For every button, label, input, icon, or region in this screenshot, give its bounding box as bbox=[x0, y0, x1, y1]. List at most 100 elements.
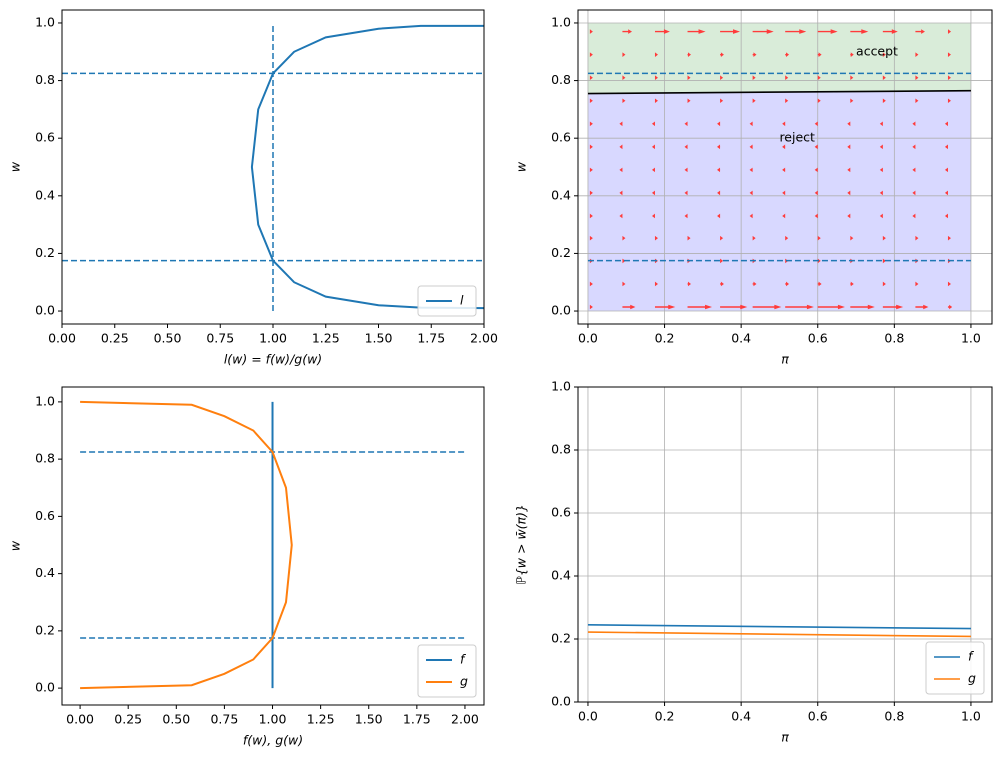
legend-label: g bbox=[968, 671, 976, 686]
x-tick-label: 0.4 bbox=[731, 331, 751, 346]
plot-frame bbox=[61, 9, 485, 325]
arrow bbox=[589, 98, 593, 104]
arrow bbox=[782, 144, 786, 150]
x-tick-label: 0.6 bbox=[808, 709, 828, 724]
y-tick-label: 1.0 bbox=[551, 14, 571, 29]
y-tick-label: 0.8 bbox=[35, 72, 55, 87]
arrow bbox=[687, 235, 691, 241]
y-axis-label: w bbox=[8, 540, 23, 551]
arrow bbox=[912, 144, 916, 150]
x-tick-label: 0.75 bbox=[210, 712, 238, 727]
arrow bbox=[589, 121, 593, 127]
arrow bbox=[944, 190, 948, 196]
arrow bbox=[879, 144, 883, 150]
y-tick-label: 1.0 bbox=[35, 393, 55, 408]
arrow bbox=[752, 235, 756, 241]
arrow bbox=[589, 304, 593, 310]
arrow bbox=[915, 29, 925, 34]
x-tick-label: 1.00 bbox=[259, 331, 287, 346]
arrow bbox=[687, 98, 691, 104]
arrow bbox=[944, 144, 948, 150]
y-tick-label: 0.4 bbox=[551, 568, 571, 583]
arrow bbox=[622, 98, 626, 104]
arrow bbox=[622, 29, 632, 34]
x-tick-label: 0.25 bbox=[114, 712, 142, 727]
arrow bbox=[749, 190, 753, 196]
x-tick-label: 0.2 bbox=[655, 709, 675, 724]
arrow bbox=[749, 213, 753, 219]
annotation: accept bbox=[856, 43, 898, 58]
arrow bbox=[947, 52, 951, 57]
x-tick-label: 0.4 bbox=[731, 709, 751, 724]
arrow bbox=[589, 235, 593, 241]
y-tick-label: 0.4 bbox=[35, 565, 55, 580]
arrow bbox=[654, 29, 670, 34]
y-tick-label: 0.8 bbox=[551, 442, 571, 457]
arrow bbox=[687, 281, 691, 287]
arrow bbox=[619, 213, 623, 219]
arrow bbox=[785, 304, 814, 310]
arrow bbox=[654, 281, 658, 287]
arrow bbox=[912, 167, 916, 173]
arrow bbox=[944, 213, 948, 219]
legend-label: g bbox=[460, 674, 468, 689]
arrow bbox=[882, 52, 886, 57]
arrow bbox=[817, 304, 845, 310]
y-tick-label: 0.0 bbox=[35, 303, 55, 318]
arrow bbox=[654, 75, 658, 80]
arrow bbox=[589, 75, 593, 80]
arrow bbox=[720, 75, 724, 80]
arrow bbox=[687, 29, 706, 34]
arrow bbox=[850, 52, 854, 57]
arrow bbox=[817, 281, 822, 287]
arrow bbox=[817, 29, 838, 34]
legend-label: l bbox=[460, 293, 464, 308]
arrow bbox=[882, 98, 886, 104]
arrow bbox=[785, 281, 790, 287]
arrow bbox=[850, 29, 869, 34]
x-axis-label: l(w) = f(w)/g(w) bbox=[224, 352, 322, 367]
arrow bbox=[654, 235, 658, 241]
arrow bbox=[785, 98, 789, 104]
arrow bbox=[752, 281, 757, 287]
arrow bbox=[817, 75, 821, 80]
arrow bbox=[814, 213, 818, 219]
x-tick-label: 1.0 bbox=[961, 709, 981, 724]
arrow bbox=[684, 121, 688, 127]
arrow bbox=[882, 235, 886, 241]
arrow bbox=[684, 213, 688, 219]
y-tick-label: 0.6 bbox=[35, 130, 55, 145]
arrow bbox=[749, 121, 753, 127]
arrow bbox=[847, 190, 851, 196]
y-tick-label: 0.4 bbox=[551, 187, 571, 202]
arrow bbox=[752, 29, 774, 34]
arrow bbox=[782, 213, 786, 219]
annotation: reject bbox=[779, 130, 815, 145]
arrow bbox=[814, 167, 818, 173]
arrow bbox=[720, 258, 724, 264]
y-axis-label: w bbox=[8, 161, 23, 172]
arrow bbox=[651, 167, 655, 173]
arrow bbox=[785, 75, 789, 80]
arrow bbox=[619, 144, 623, 150]
arrow bbox=[915, 52, 919, 57]
arrow bbox=[879, 190, 883, 196]
arrow bbox=[814, 121, 818, 127]
x-tick-label: 1.50 bbox=[365, 331, 393, 346]
arrow bbox=[720, 281, 724, 287]
arrow bbox=[651, 213, 655, 219]
arrow bbox=[785, 235, 789, 241]
arrow bbox=[912, 121, 916, 127]
arrow bbox=[915, 304, 929, 310]
arrow bbox=[720, 98, 724, 104]
arrow bbox=[912, 190, 916, 196]
arrow bbox=[654, 304, 676, 310]
x-tick-label: 0.75 bbox=[206, 331, 234, 346]
x-tick-label: 1.75 bbox=[417, 331, 445, 346]
region bbox=[587, 90, 971, 312]
plot-frame bbox=[61, 386, 485, 706]
y-tick-label: 0.8 bbox=[35, 451, 55, 466]
arrow bbox=[622, 235, 626, 241]
x-tick-label: 0.2 bbox=[655, 331, 675, 346]
x-tick-label: 1.0 bbox=[961, 331, 981, 346]
